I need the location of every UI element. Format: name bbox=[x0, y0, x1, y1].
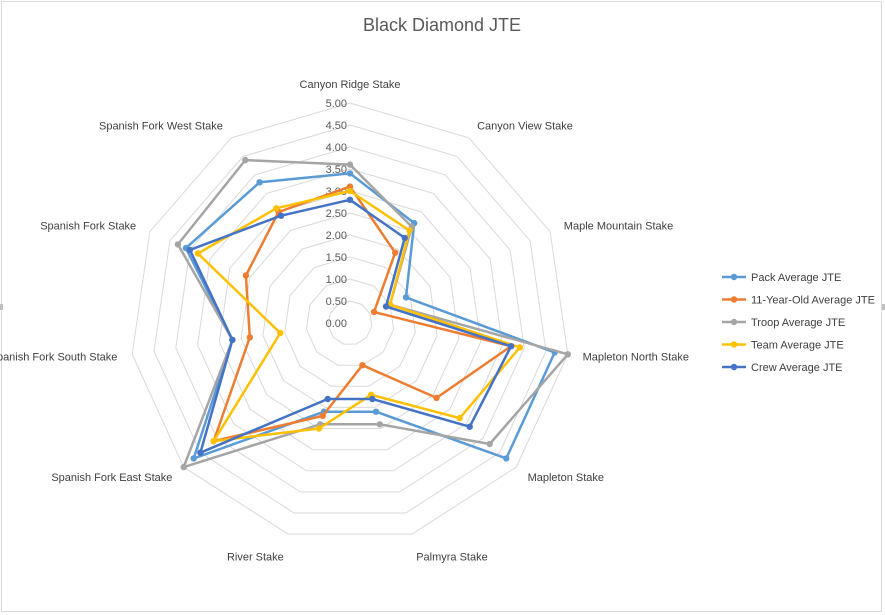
data-point bbox=[359, 362, 366, 369]
data-point bbox=[194, 250, 202, 257]
data-point bbox=[370, 308, 378, 316]
category-label: Mapleton Stake bbox=[528, 472, 604, 484]
series-line bbox=[196, 189, 522, 443]
data-point bbox=[401, 234, 408, 242]
data-point bbox=[197, 449, 204, 456]
data-point bbox=[210, 437, 217, 445]
category-labels: Canyon Ridge Stake Canyon View Stake Maple… bbox=[0, 79, 689, 564]
legend-entry: 11-Year-Old Average JTE bbox=[751, 295, 875, 307]
series-group bbox=[182, 170, 558, 462]
data-point bbox=[376, 421, 383, 428]
grid-ring bbox=[197, 168, 503, 472]
series-group bbox=[210, 183, 515, 445]
data-point bbox=[346, 196, 354, 203]
data-point bbox=[273, 205, 280, 212]
data-point bbox=[174, 241, 182, 248]
data-point bbox=[466, 423, 473, 430]
data-point bbox=[277, 212, 285, 219]
data-point bbox=[190, 455, 197, 462]
resize-handle-right[interactable] bbox=[882, 304, 885, 310]
data-point bbox=[369, 395, 376, 403]
data-point bbox=[392, 249, 399, 256]
data-point bbox=[406, 227, 413, 234]
data-point bbox=[486, 440, 493, 448]
data-point bbox=[507, 343, 515, 350]
legend-marker bbox=[730, 296, 738, 303]
category-label: Spanish Fork East Stake bbox=[51, 472, 172, 484]
category-label: Canyon Ridge Stake bbox=[300, 79, 401, 91]
category-label: Canyon View Stake bbox=[477, 120, 573, 132]
data-point bbox=[315, 425, 323, 432]
data-point bbox=[516, 344, 524, 351]
legend-marker bbox=[730, 273, 738, 281]
radial-tick-label: 5.00 bbox=[326, 98, 347, 110]
legend-marker bbox=[730, 318, 738, 326]
category-label: River Stake bbox=[227, 552, 284, 564]
series-group bbox=[194, 187, 524, 445]
radial-tick-label: 0.50 bbox=[326, 296, 347, 308]
legend-entry: Crew Average JTE bbox=[751, 362, 843, 374]
series-layer bbox=[174, 156, 571, 471]
category-label: Spanish Fork West Stake bbox=[99, 120, 223, 132]
data-point bbox=[372, 408, 380, 415]
data-point bbox=[319, 412, 326, 420]
grid-ring bbox=[284, 256, 416, 387]
data-point bbox=[229, 336, 236, 344]
data-point bbox=[346, 170, 354, 177]
grid-ring bbox=[153, 124, 547, 514]
legend-marker bbox=[730, 363, 738, 371]
data-point bbox=[382, 303, 390, 310]
data-point bbox=[246, 334, 253, 341]
data-point bbox=[324, 395, 331, 403]
category-label: Mapleton North Stake bbox=[583, 351, 689, 363]
data-point bbox=[180, 463, 187, 471]
data-point bbox=[256, 179, 263, 186]
grid-ring bbox=[240, 212, 460, 429]
radial-tick-label: 1.00 bbox=[326, 274, 347, 286]
data-point bbox=[242, 272, 250, 279]
radial-tick-label: 1.50 bbox=[326, 252, 347, 264]
data-point bbox=[242, 156, 249, 164]
data-point bbox=[433, 394, 440, 402]
category-label: Spanish Fork South Stake bbox=[0, 351, 117, 363]
legend: Pack Average JTE 11-Year-Old Average JTE T… bbox=[722, 272, 875, 374]
legend-marker bbox=[730, 341, 738, 348]
radial-tick-label: 4.50 bbox=[326, 120, 347, 132]
category-label: Palmyra Stake bbox=[416, 552, 488, 564]
data-point bbox=[346, 161, 354, 168]
series-line bbox=[212, 185, 513, 443]
grid-ring bbox=[131, 102, 569, 535]
legend-entry: Team Average JTE bbox=[751, 340, 844, 352]
radial-tick-label: 0.00 bbox=[326, 318, 347, 330]
radial-tick-label: 4.00 bbox=[326, 142, 347, 154]
grid-ring bbox=[175, 146, 525, 493]
category-label: Spanish Fork Stake bbox=[40, 220, 136, 232]
radial-tick-label: 2.00 bbox=[326, 230, 347, 242]
data-point bbox=[564, 351, 571, 358]
series-line bbox=[184, 172, 556, 460]
data-point bbox=[346, 187, 354, 195]
data-point bbox=[503, 455, 510, 462]
series-line bbox=[188, 198, 513, 454]
data-point bbox=[277, 329, 284, 337]
category-label: Maple Mountain Stake bbox=[564, 220, 673, 232]
chart-title: Black Diamond JTE bbox=[363, 15, 521, 35]
data-point bbox=[456, 414, 463, 422]
series-group bbox=[186, 196, 515, 456]
radial-axis-ticks: 0.000.501.001.502.002.503.003.504.004.50… bbox=[326, 98, 347, 330]
grid-ring bbox=[218, 190, 482, 451]
radial-tick-label: 2.50 bbox=[326, 208, 347, 220]
data-point bbox=[402, 294, 410, 301]
resize-handle-left[interactable] bbox=[0, 304, 3, 310]
grid-ring bbox=[327, 300, 373, 345]
legend-entry: Troop Average JTE bbox=[751, 317, 845, 329]
data-point bbox=[346, 183, 354, 190]
legend-entry: Pack Average JTE bbox=[751, 272, 841, 284]
data-point bbox=[186, 246, 194, 254]
